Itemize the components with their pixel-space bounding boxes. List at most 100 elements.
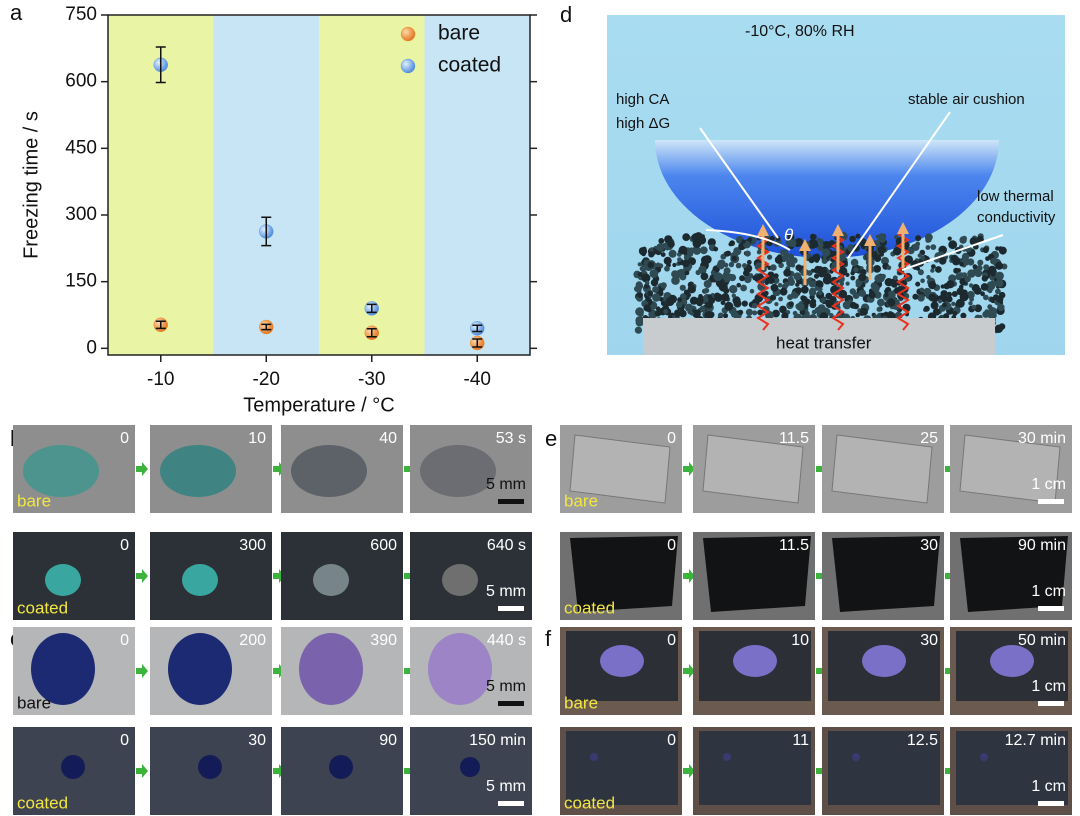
particle (736, 282, 741, 288)
time-label: 640 s (487, 537, 526, 554)
particle (677, 297, 683, 303)
photo-frame: 10 (693, 627, 815, 715)
droplet (198, 755, 222, 779)
scale-bar (1038, 801, 1064, 806)
droplet (990, 645, 1034, 677)
error-bar (261, 216, 272, 247)
label: high CA (616, 91, 669, 108)
y-tick-label: 150 (65, 271, 97, 292)
droplet (160, 445, 236, 497)
particle (968, 301, 973, 306)
particle (635, 282, 644, 290)
time-label: 0 (120, 430, 129, 447)
particle (870, 282, 878, 290)
particle (684, 270, 690, 276)
particle (989, 275, 995, 281)
photo-frame: 30 (822, 627, 944, 715)
particle (808, 256, 815, 264)
particle (638, 247, 648, 256)
particle (925, 245, 931, 250)
particle (795, 287, 802, 294)
particle (919, 287, 925, 293)
particle (935, 266, 942, 273)
particle (855, 312, 860, 318)
particle (749, 288, 755, 294)
particle (994, 324, 1003, 333)
particle (767, 254, 773, 260)
photo-frame: 90 min (950, 532, 1072, 620)
photo-frame: 12.5 (822, 727, 944, 815)
particle (663, 309, 669, 314)
particle (770, 264, 777, 271)
particle (894, 287, 901, 294)
background-band (213, 15, 319, 355)
legend-marker (400, 58, 416, 74)
label: high ΔG (616, 115, 670, 132)
particle (972, 264, 978, 270)
particle (838, 245, 843, 250)
scale-label: 1 cm (1031, 476, 1066, 493)
particle (674, 309, 681, 316)
particle (678, 245, 688, 255)
particle (641, 273, 651, 283)
particle (724, 301, 734, 311)
particle (722, 313, 729, 319)
particle (699, 305, 706, 313)
droplet (852, 753, 860, 761)
droplet (862, 645, 906, 677)
particle (668, 249, 677, 258)
particle (723, 262, 729, 268)
particle (703, 280, 712, 288)
particle (930, 301, 939, 310)
particle (658, 238, 665, 244)
photo-frame: 390 (281, 627, 403, 715)
particle (767, 276, 775, 285)
legend-label: bare (438, 22, 480, 45)
particle (809, 241, 815, 248)
panel-label: f (545, 626, 552, 651)
scale-label: 1 cm (1031, 678, 1066, 695)
particle (779, 287, 788, 296)
sample-label: coated (564, 793, 615, 812)
particle (917, 253, 923, 258)
droplet (733, 645, 777, 677)
particle (915, 281, 921, 287)
particle (958, 272, 964, 278)
particle (981, 275, 988, 282)
particle (956, 268, 961, 273)
scale-bar (498, 606, 524, 611)
arrow (683, 764, 695, 778)
sample-plate (702, 434, 804, 504)
photo-frame: 10 (150, 425, 272, 513)
droplet (329, 755, 353, 779)
heat-arrow-head (832, 224, 844, 236)
particle (983, 264, 990, 271)
particle (842, 300, 852, 310)
sample-plate (831, 434, 933, 504)
particle (640, 267, 646, 273)
particle (660, 252, 666, 257)
particle (710, 270, 716, 276)
particle (660, 282, 667, 289)
time-label: 53 s (496, 430, 526, 447)
particle (704, 311, 713, 320)
particle (982, 310, 990, 318)
particle (858, 273, 867, 282)
droplet (23, 445, 99, 497)
particle (699, 246, 708, 255)
particle (808, 280, 817, 288)
y-tick-label: 0 (86, 337, 97, 358)
y-tick-label: 600 (65, 71, 97, 92)
particle (770, 283, 779, 292)
error-bar (155, 46, 166, 84)
time-label: 11.5 (779, 430, 809, 447)
label: conductivity (977, 209, 1056, 226)
particle (723, 273, 732, 282)
arrow (136, 462, 148, 476)
particle (679, 284, 686, 291)
particle (838, 289, 848, 299)
particle (714, 293, 723, 302)
time-label: 150 min (469, 732, 526, 749)
particle (995, 271, 1004, 281)
